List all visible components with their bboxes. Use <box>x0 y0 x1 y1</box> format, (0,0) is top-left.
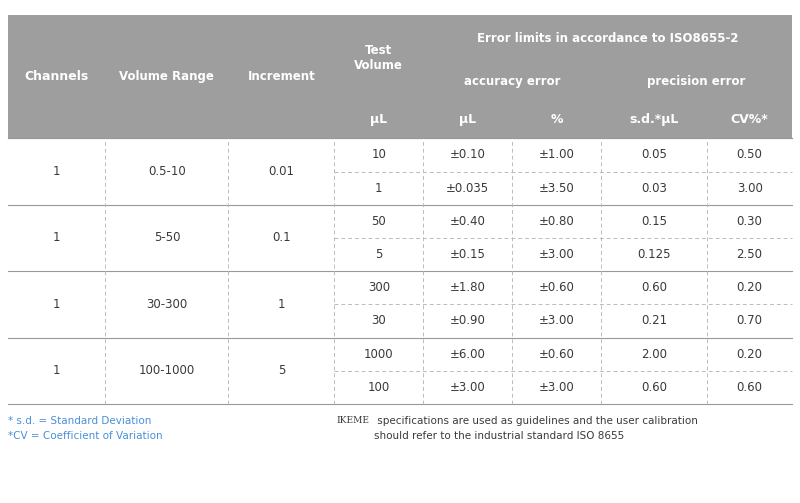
Text: 0.60: 0.60 <box>737 381 762 394</box>
Bar <box>602 63 792 101</box>
Text: 3.00: 3.00 <box>737 182 762 195</box>
Bar <box>8 172 792 205</box>
Bar <box>8 271 792 304</box>
Text: Error limits in accordance to ISO8655-2: Error limits in accordance to ISO8655-2 <box>477 33 738 45</box>
Text: ±3.50: ±3.50 <box>539 182 574 195</box>
Text: Channels: Channels <box>25 70 89 83</box>
Text: 0.20: 0.20 <box>737 348 762 361</box>
Bar <box>423 101 512 138</box>
Bar <box>707 101 792 138</box>
Text: 50: 50 <box>371 215 386 228</box>
Text: s.d.*μL: s.d.*μL <box>630 113 679 126</box>
Text: ±1.80: ±1.80 <box>450 281 486 294</box>
Text: 0.21: 0.21 <box>642 314 667 327</box>
Text: 10: 10 <box>371 148 386 161</box>
Text: %: % <box>550 113 563 126</box>
Text: 5: 5 <box>375 248 382 261</box>
Text: CV%*: CV%* <box>730 113 769 126</box>
Text: ±1.00: ±1.00 <box>539 148 574 161</box>
Bar <box>8 205 792 238</box>
Text: 0.15: 0.15 <box>642 215 667 228</box>
Text: Test
Volume: Test Volume <box>354 44 403 72</box>
Bar <box>8 15 106 138</box>
Text: IKEME: IKEME <box>336 416 369 426</box>
Bar <box>334 15 423 101</box>
Text: 1000: 1000 <box>364 348 394 361</box>
Bar <box>8 304 792 338</box>
Text: accuracy error: accuracy error <box>464 75 561 88</box>
Text: 300: 300 <box>368 281 390 294</box>
Text: ±6.00: ±6.00 <box>450 348 486 361</box>
Text: 1: 1 <box>53 231 61 244</box>
Bar <box>334 101 423 138</box>
Text: 0.5-10: 0.5-10 <box>148 165 186 178</box>
Bar <box>8 371 792 404</box>
Text: ±3.00: ±3.00 <box>450 381 486 394</box>
Text: μL: μL <box>459 113 476 126</box>
Text: 1: 1 <box>278 298 285 311</box>
Text: * s.d. = Standard Deviation
*CV = Coefficient of Variation: * s.d. = Standard Deviation *CV = Coeffi… <box>8 416 162 441</box>
Text: 0.30: 0.30 <box>737 215 762 228</box>
Text: ±0.40: ±0.40 <box>450 215 486 228</box>
Text: Increment: Increment <box>247 70 315 83</box>
Text: 100: 100 <box>368 381 390 394</box>
Text: 1: 1 <box>375 182 382 195</box>
Text: ±0.60: ±0.60 <box>539 281 574 294</box>
Text: 2.00: 2.00 <box>642 348 667 361</box>
Bar <box>8 138 792 172</box>
Bar <box>8 338 792 371</box>
Text: 5: 5 <box>278 364 285 377</box>
Text: ±0.15: ±0.15 <box>450 248 486 261</box>
Bar <box>228 15 334 138</box>
Bar <box>602 101 707 138</box>
Text: ±3.00: ±3.00 <box>539 248 574 261</box>
Text: Volume Range: Volume Range <box>119 70 214 83</box>
Text: 30-300: 30-300 <box>146 298 187 311</box>
Text: ±0.035: ±0.035 <box>446 182 490 195</box>
Text: specifications are used as guidelines and the user calibration
should refer to t: specifications are used as guidelines an… <box>374 416 698 441</box>
Text: ±0.10: ±0.10 <box>450 148 486 161</box>
Text: 30: 30 <box>371 314 386 327</box>
Text: 1: 1 <box>53 165 61 178</box>
Text: precision error: precision error <box>647 75 746 88</box>
Text: 0.60: 0.60 <box>642 381 667 394</box>
Bar <box>423 15 792 63</box>
Bar <box>8 238 792 271</box>
Text: ±0.60: ±0.60 <box>539 348 574 361</box>
Text: 2.50: 2.50 <box>737 248 762 261</box>
Text: 0.50: 0.50 <box>737 148 762 161</box>
Text: 1: 1 <box>53 298 61 311</box>
Text: 0.125: 0.125 <box>638 248 671 261</box>
Bar <box>512 101 602 138</box>
Text: 100-1000: 100-1000 <box>138 364 195 377</box>
Text: 0.60: 0.60 <box>642 281 667 294</box>
Bar <box>106 15 228 138</box>
Text: ±3.00: ±3.00 <box>539 314 574 327</box>
Text: 5-50: 5-50 <box>154 231 180 244</box>
Text: ±3.00: ±3.00 <box>539 381 574 394</box>
Text: 0.03: 0.03 <box>642 182 667 195</box>
Bar <box>423 63 602 101</box>
Text: 0.05: 0.05 <box>642 148 667 161</box>
Text: 0.01: 0.01 <box>268 165 294 178</box>
Text: μL: μL <box>370 113 387 126</box>
Text: ±0.90: ±0.90 <box>450 314 486 327</box>
Text: ±0.80: ±0.80 <box>539 215 574 228</box>
Text: 0.70: 0.70 <box>737 314 762 327</box>
Text: 1: 1 <box>53 364 61 377</box>
Text: 0.20: 0.20 <box>737 281 762 294</box>
Text: 0.1: 0.1 <box>272 231 290 244</box>
